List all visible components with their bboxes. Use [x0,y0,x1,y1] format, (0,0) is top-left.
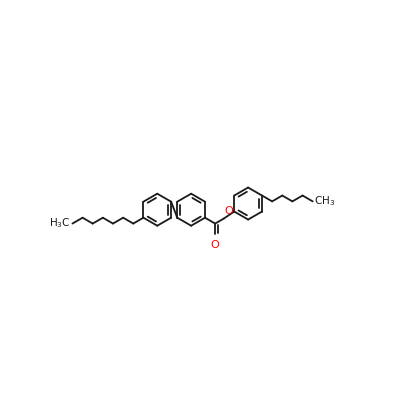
Text: O: O [211,240,220,250]
Text: O: O [225,206,234,216]
Text: H$_3$C: H$_3$C [49,217,71,230]
Text: CH$_3$: CH$_3$ [314,194,336,208]
